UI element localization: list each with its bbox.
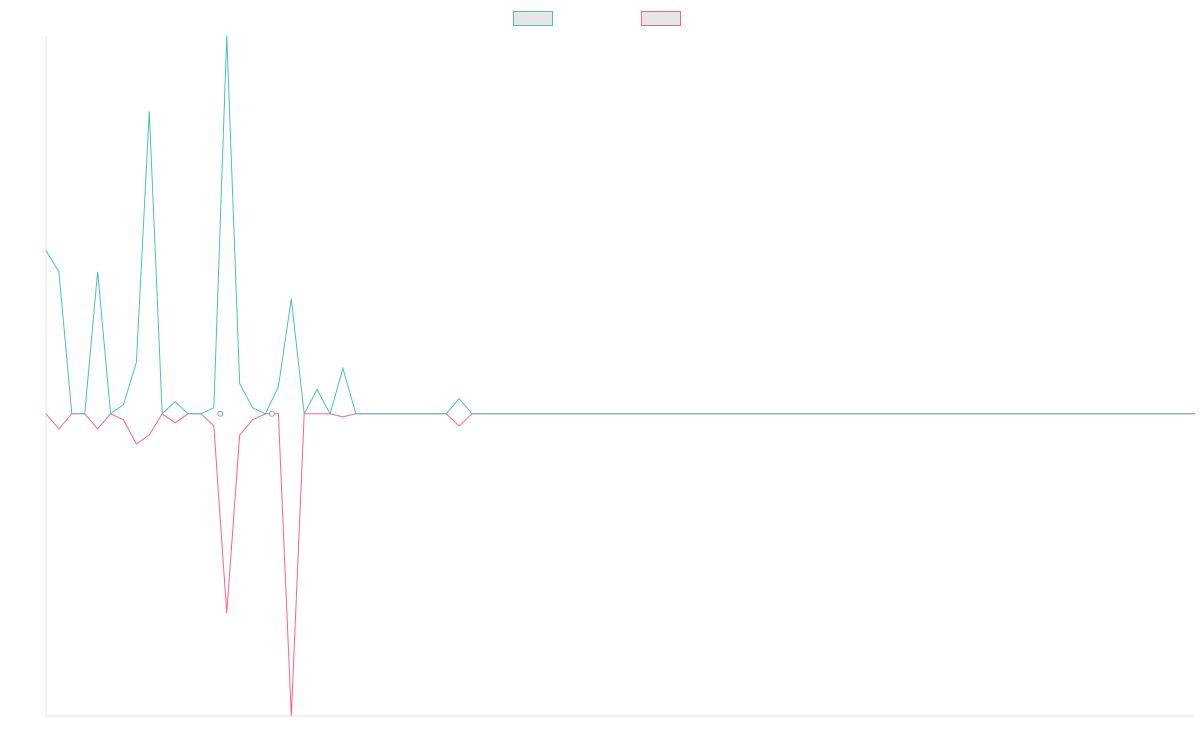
zero-marker xyxy=(217,410,224,417)
series-lines xyxy=(45,35,1195,717)
zero-marker xyxy=(268,410,275,417)
series-line-1 xyxy=(45,35,1195,416)
zero-markers xyxy=(217,410,275,417)
legend-item-series-2[interactable] xyxy=(641,9,687,27)
axes xyxy=(45,36,1195,717)
legend-item-series-1[interactable] xyxy=(513,9,559,27)
legend-swatch-series-1 xyxy=(513,10,553,26)
legend-swatch-series-2 xyxy=(641,10,681,26)
legend xyxy=(0,9,1200,27)
series-line-2 xyxy=(45,413,1195,717)
